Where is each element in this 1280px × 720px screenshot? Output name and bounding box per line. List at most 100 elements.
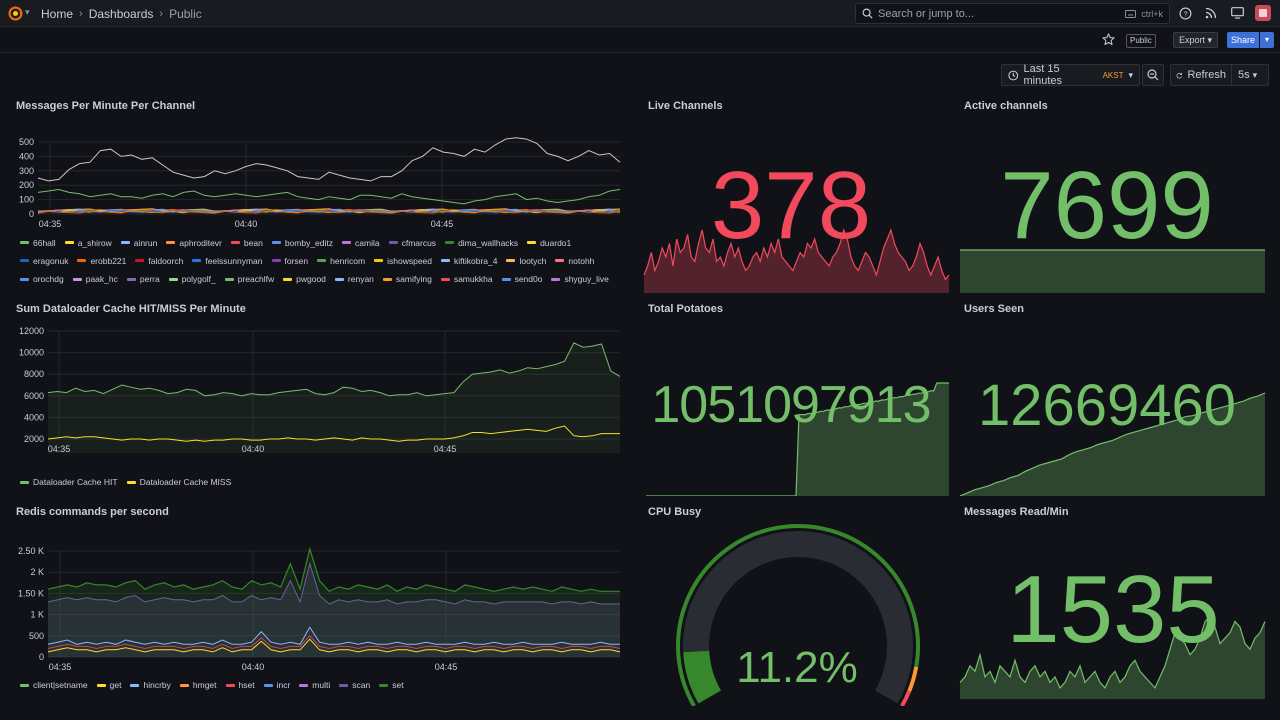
legend-swatch (135, 259, 145, 263)
search-placeholder: Search or jump to... (878, 7, 974, 20)
cache-timeseries-chart[interactable]: 12000 10000 8000 6000 4000 2000 04:35 04:40 04:4… (0, 303, 632, 473)
messages-timeseries-chart[interactable]: 500 400 300 200 100 0 04:35 04:40 04:45 (0, 100, 632, 235)
refresh-icon (1176, 72, 1182, 78)
keyboard-icon (1125, 9, 1137, 18)
legend-item[interactable]: eragonuk (20, 254, 68, 267)
legend-item[interactable]: Dataloader Cache MISS (126, 475, 231, 489)
legend-item[interactable]: dima_wallhacks (445, 236, 518, 249)
messages-read-sparkline (959, 614, 1266, 699)
legend-label: multi (312, 680, 331, 690)
legend-item[interactable]: samifying (382, 273, 432, 286)
legend-swatch (20, 241, 29, 245)
user-avatar[interactable] (1255, 5, 1271, 21)
legend-item[interactable]: paak_hc (72, 273, 118, 286)
legend-item[interactable]: orochdg (20, 273, 64, 286)
legend-item[interactable]: ishowspeed (374, 254, 432, 267)
legend-item[interactable]: a_shirow (64, 236, 112, 249)
breadcrumb: Home › Dashboards › Public (41, 7, 202, 21)
legend-item[interactable]: multi (299, 678, 330, 692)
legend-swatch (506, 259, 516, 263)
legend-item[interactable]: polygolf_ (168, 273, 216, 286)
legend-swatch (96, 683, 106, 687)
y-tick-label: 300 (19, 166, 34, 176)
legend-item[interactable]: preachlfw (224, 273, 274, 286)
gauge-track (683, 531, 913, 704)
breadcrumb-dashboards[interactable]: Dashboards (88, 7, 154, 21)
legend-item[interactable]: bomby_editz (271, 236, 333, 249)
legend-item[interactable]: henricom (317, 254, 365, 267)
legend-item[interactable]: lootych (506, 254, 546, 267)
legend-item[interactable]: hincrby (130, 678, 171, 692)
breadcrumb-home[interactable]: Home (41, 7, 74, 21)
legend-item[interactable]: faldoorch (135, 254, 183, 267)
legend-item[interactable]: kiftikobra_4 (441, 254, 497, 267)
search-icon (862, 8, 873, 19)
legend-item[interactable]: perra (126, 273, 160, 286)
zoom-out-button[interactable] (1142, 64, 1164, 86)
legend-item[interactable]: hset (225, 678, 255, 692)
legend-item[interactable]: client|setname (20, 678, 88, 692)
time-range-picker[interactable]: Last 15 minutes AKST ▾ (1001, 63, 1140, 87)
grafana-logo-icon[interactable] (7, 5, 24, 22)
legend-swatch (271, 241, 281, 245)
legend-item[interactable]: incr (263, 678, 290, 692)
panel-dataloader-cache: Sum Dataloader Cache HIT/MISS Per Minute… (0, 303, 632, 493)
legend-label: hincrby (143, 680, 171, 690)
panel-title: Total Potatoes (648, 303, 723, 315)
legend-item[interactable]: hmget (179, 678, 217, 692)
export-button[interactable]: Export ▾ (1173, 32, 1219, 48)
legend-item[interactable]: shyguy_live (551, 273, 609, 286)
legend-label: client|setname (33, 680, 88, 690)
legend-item[interactable]: 66hall (20, 236, 56, 249)
news-feed-icon[interactable] (1203, 5, 1219, 21)
menu-caret-icon[interactable]: ▾ (25, 7, 30, 17)
legend-swatch (299, 683, 309, 687)
search-input[interactable]: Search or jump to... ctrl+k (855, 3, 1170, 24)
legend-label: forsen (284, 255, 309, 266)
kiosk-mode-icon[interactable] (1229, 5, 1245, 21)
legend-swatch (225, 683, 235, 687)
panel-live-channels: Live Channels 378 (632, 100, 950, 293)
legend-item[interactable]: Dataloader Cache HIT (20, 475, 118, 489)
share-button[interactable]: Share (1227, 32, 1259, 48)
legend-label: erobb221 (90, 255, 127, 266)
legend-item[interactable]: set (379, 678, 404, 692)
sparkline-line (646, 382, 949, 496)
legend-item[interactable]: samukkha (440, 273, 493, 286)
sparkline-area (960, 616, 1265, 699)
help-icon[interactable]: ? (1177, 5, 1193, 21)
refresh-button[interactable]: Refresh (1170, 64, 1232, 86)
legend-swatch (166, 241, 176, 245)
share-menu-chevron-icon[interactable]: ▾ (1260, 32, 1274, 48)
series-area (48, 563, 620, 657)
panel-active-channels: Active channels 7699 (948, 100, 1266, 293)
legend-item[interactable]: camila (342, 236, 380, 249)
legend-item[interactable]: send0o (501, 273, 542, 286)
legend-swatch (64, 241, 74, 245)
legend-item[interactable]: notohh (555, 254, 594, 267)
legend-item[interactable]: forsen (271, 254, 309, 267)
legend-item[interactable]: cfmarcus (388, 236, 436, 249)
legend-item[interactable]: scan (339, 678, 370, 692)
legend-swatch (555, 259, 565, 263)
legend-label: lootych (519, 255, 547, 266)
legend-item[interactable]: feelssunnyman (192, 254, 263, 267)
legend-item[interactable]: ainrun (120, 236, 157, 249)
panel-title: Redis commands per second (16, 506, 169, 518)
legend-item[interactable]: pwgood (283, 273, 326, 286)
refresh-interval-picker[interactable]: 5s ▾ (1232, 64, 1269, 86)
legend-swatch (230, 241, 240, 245)
legend-item[interactable]: bean (230, 236, 263, 249)
legend-item[interactable]: duardo1 (527, 236, 571, 249)
panel-cpu-busy: CPU Busy 11.2% (632, 506, 950, 706)
star-icon[interactable] (1102, 33, 1115, 46)
legend-item[interactable]: erobb221 (77, 254, 126, 267)
legend-swatch (339, 683, 349, 687)
redis-timeseries-chart[interactable]: 2.50 K 2 K 1.50 K 1 K 500 0 04:35 04:40 04:45 (0, 506, 632, 676)
legend-item[interactable]: get (96, 678, 121, 692)
legend-label: notohh (568, 255, 595, 266)
legend-label: polygolf_ (181, 274, 216, 285)
legend-item[interactable]: renyan (334, 273, 374, 286)
legend-item[interactable]: aphroditevr (166, 236, 222, 249)
legend-swatch (334, 277, 344, 281)
